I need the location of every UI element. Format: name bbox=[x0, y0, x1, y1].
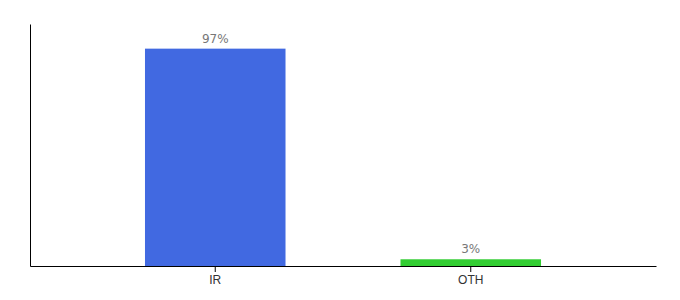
x-axis-line bbox=[31, 266, 657, 267]
data-label: 3% bbox=[461, 242, 480, 256]
plot: IR OTH 97% 3% bbox=[31, 25, 657, 287]
bar bbox=[145, 49, 286, 266]
data-label: 97% bbox=[202, 32, 229, 46]
x-tick-mark bbox=[470, 266, 471, 272]
chart: IR OTH 97% 3% bbox=[0, 0, 680, 300]
bars bbox=[145, 49, 541, 266]
x-tick: IR bbox=[209, 266, 221, 287]
x-tick-label: OTH bbox=[458, 273, 483, 287]
x-tick: OTH bbox=[458, 266, 483, 287]
bar bbox=[400, 259, 541, 266]
x-axis: IR OTH bbox=[31, 266, 657, 287]
x-tick-mark bbox=[215, 266, 216, 272]
y-axis bbox=[30, 25, 31, 267]
data-labels: 97% 3% bbox=[202, 32, 480, 257]
y-axis-line bbox=[30, 25, 31, 267]
x-tick-label: IR bbox=[209, 273, 221, 287]
